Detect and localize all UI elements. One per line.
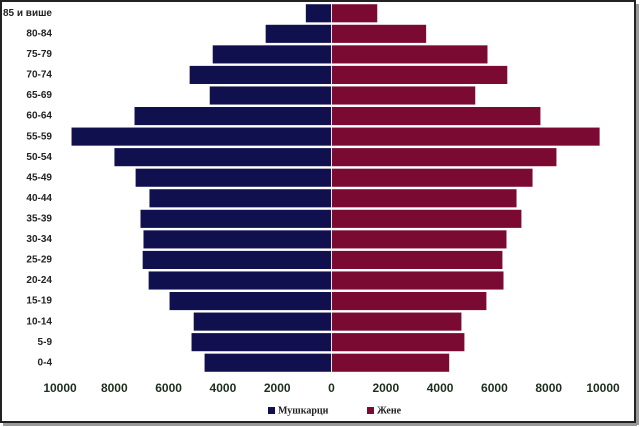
y-tick-label: 75-79 <box>26 49 52 60</box>
bar <box>192 311 332 332</box>
bar <box>331 147 558 168</box>
x-tick-label: 6000 <box>481 381 508 395</box>
bar <box>203 352 332 373</box>
legend-label: Мушкарци <box>278 405 329 416</box>
y-tick-label: 5-9 <box>38 337 53 348</box>
x-tick-label: 2000 <box>372 381 399 395</box>
bar <box>208 85 332 106</box>
y-tick-label: 10-14 <box>26 316 52 327</box>
x-tick-label: 4000 <box>210 381 237 395</box>
bar <box>331 126 601 147</box>
bar <box>331 44 489 65</box>
bar <box>331 106 542 126</box>
x-tick-label: 10000 <box>43 381 77 395</box>
y-tick-label: 45-49 <box>26 172 52 183</box>
shadow <box>636 4 639 425</box>
y-tick-label: 55-59 <box>26 131 52 142</box>
bar <box>331 208 523 229</box>
bar <box>331 250 504 270</box>
bar <box>331 65 509 85</box>
legend-swatch <box>268 407 275 414</box>
y-tick-label: 15-19 <box>26 296 52 307</box>
x-tick-label: 4000 <box>427 381 454 395</box>
bar <box>331 291 488 311</box>
y-tick-label: 80-84 <box>26 28 52 39</box>
legend-label: Жене <box>377 405 402 416</box>
bar <box>134 167 332 188</box>
bar <box>264 23 332 44</box>
bar <box>305 3 332 24</box>
bar <box>331 229 508 250</box>
bar <box>331 23 427 44</box>
bar <box>331 188 518 209</box>
x-tick-label: 8000 <box>101 381 128 395</box>
x-tick-label: 10000 <box>586 381 620 395</box>
x-tick-label: 2000 <box>264 381 291 395</box>
bar <box>331 167 534 188</box>
bar <box>148 188 332 209</box>
y-tick-label: 0-4 <box>38 357 53 368</box>
shadow <box>3 423 637 426</box>
y-tick-label: 50-54 <box>26 152 52 163</box>
bar <box>141 250 332 270</box>
bar <box>188 65 332 85</box>
bar <box>113 147 332 168</box>
bar <box>331 352 451 373</box>
y-tick-label: 65-69 <box>26 90 52 101</box>
x-tick-label: 8000 <box>535 381 562 395</box>
bar <box>70 126 332 147</box>
bar <box>147 270 332 291</box>
y-tick-label: 40-44 <box>26 193 52 204</box>
x-tick-label: 6000 <box>155 381 182 395</box>
bar <box>211 44 332 65</box>
bar <box>139 208 332 229</box>
y-tick-label: 35-39 <box>26 213 52 224</box>
y-tick-label: 30-34 <box>26 234 52 245</box>
bar <box>331 332 466 353</box>
legend-swatch <box>367 407 374 414</box>
bar <box>168 291 332 311</box>
y-tick-label: 70-74 <box>26 70 52 81</box>
bar <box>331 270 505 291</box>
y-tick-label: 20-24 <box>26 275 52 286</box>
bar <box>331 3 379 24</box>
bar <box>142 229 332 250</box>
x-tick-label: 0 <box>328 381 335 395</box>
bar <box>133 106 332 126</box>
bar <box>190 332 332 353</box>
y-tick-label: 60-64 <box>26 111 52 122</box>
bar <box>331 311 463 332</box>
y-tick-label: 25-29 <box>26 255 52 266</box>
bar <box>331 85 477 106</box>
y-tick-label: 85 и више <box>3 8 52 19</box>
